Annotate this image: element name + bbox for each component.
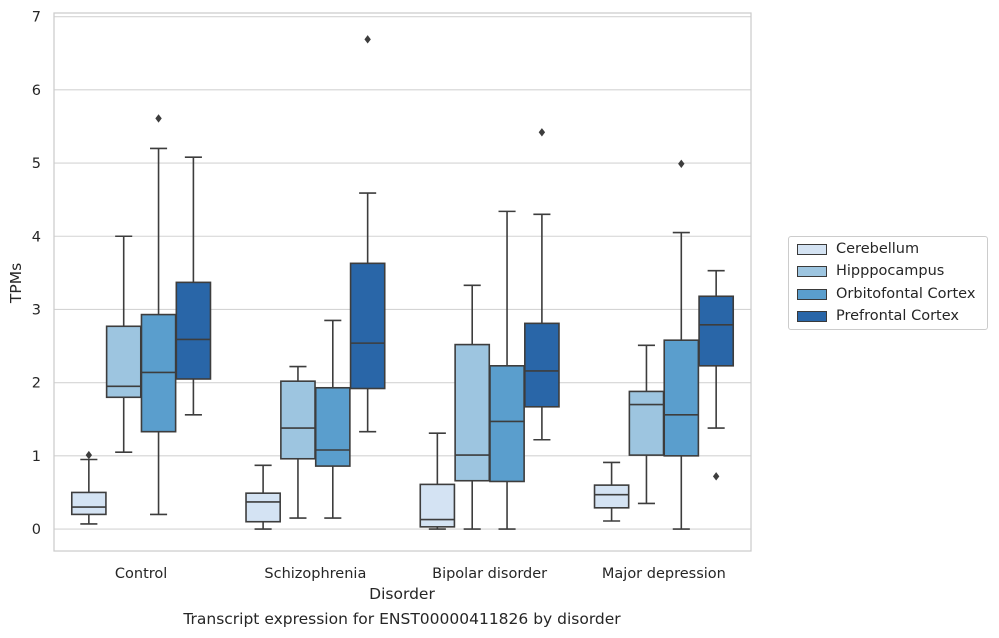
box-plots (70, 35, 735, 530)
x-tick-label: Schizophrenia (264, 566, 366, 582)
box (454, 343, 491, 482)
box-plot (419, 432, 456, 530)
legend-item-cerebellum: Cerebellum (797, 240, 919, 258)
legend-label-hippocampus: Hipppocampus (836, 263, 945, 279)
box-plot (280, 365, 316, 519)
box-plot (489, 210, 525, 530)
legend-swatch-cerebellum (797, 243, 827, 255)
legend-swatch-prefrontal (797, 310, 827, 322)
box-plot (314, 319, 351, 519)
y-axis-label: TPMs (7, 263, 25, 304)
box-plot (349, 35, 386, 433)
y-tick-label: 6 (32, 83, 41, 99)
box (349, 262, 386, 390)
box-plot (175, 156, 212, 416)
box (698, 295, 735, 367)
y-tick-label: 2 (32, 376, 41, 392)
box-plot (140, 114, 177, 516)
outlier-point (678, 159, 685, 168)
y-tick-label: 0 (32, 522, 41, 538)
legend: Cerebellum Hipppocampus Orbitofontal Cor… (788, 236, 988, 330)
box (175, 281, 212, 380)
box (280, 380, 316, 460)
outlier-point (85, 450, 93, 460)
legend-label-cerebellum: Cerebellum (836, 241, 920, 257)
box (489, 365, 525, 483)
y-tick-label: 5 (32, 156, 41, 172)
y-tick-label: 7 (32, 10, 41, 26)
legend-item-prefrontal: Prefrontal Cortex (797, 307, 959, 325)
y-tick-labels: 0 1 2 3 4 5 6 7 (32, 10, 41, 538)
box-plot (105, 235, 142, 453)
box (245, 492, 281, 523)
x-tick-labels: Control Schizophrenia Bipolar disorder Majo… (115, 566, 726, 582)
y-tick-label: 1 (32, 449, 41, 465)
outlier-point (155, 114, 162, 123)
x-tick-label: Major depression (602, 566, 726, 582)
box-plot (454, 284, 491, 530)
x-tick-label: Bipolar disorder (432, 566, 547, 582)
y-tick-label: 4 (32, 229, 41, 245)
legend-item-hippocampus: Hipppocampus (797, 262, 944, 280)
outlier-point (538, 128, 546, 137)
legend-swatch-hippocampus (797, 265, 827, 277)
figure-caption: Transcript expression for ENST0000041182… (183, 610, 621, 628)
box (593, 484, 630, 509)
box (628, 390, 665, 456)
box (105, 325, 142, 399)
box-plot (524, 128, 560, 441)
legend-label-orbitofrontal: Orbitofontal Cortex (836, 286, 976, 302)
legend-label-prefrontal: Prefrontal Cortex (836, 308, 959, 324)
box-plot (70, 450, 107, 525)
box (314, 386, 351, 467)
x-tick-label: Control (115, 566, 167, 582)
box (70, 491, 107, 516)
plot-frame (53, 12, 752, 552)
y-tick-label: 3 (32, 302, 41, 318)
box (524, 322, 560, 408)
box-plot (698, 269, 735, 481)
box-plot (245, 464, 281, 530)
outlier-point (712, 472, 720, 481)
legend-item-orbitofrontal: Orbitofontal Cortex (797, 285, 975, 303)
box-plot (628, 344, 665, 505)
box-plot (663, 159, 700, 530)
box (663, 339, 700, 457)
box (419, 483, 456, 528)
legend-swatch-orbitofrontal (797, 288, 827, 300)
outlier-point (364, 35, 371, 44)
box-plot (593, 461, 630, 522)
x-axis-label: Disorder (369, 585, 435, 603)
